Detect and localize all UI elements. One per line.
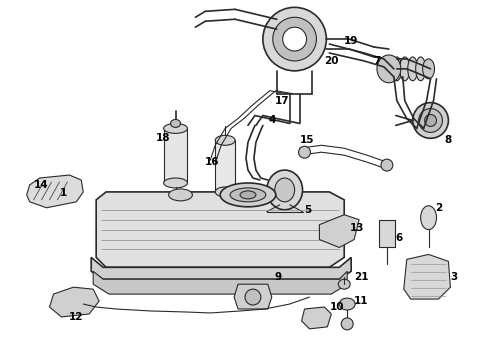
Ellipse shape bbox=[171, 120, 180, 127]
Bar bbox=[215, 140, 235, 192]
Ellipse shape bbox=[298, 146, 311, 158]
Polygon shape bbox=[319, 215, 359, 247]
Ellipse shape bbox=[408, 57, 417, 81]
Ellipse shape bbox=[339, 298, 355, 310]
Ellipse shape bbox=[263, 7, 326, 71]
Ellipse shape bbox=[164, 123, 188, 133]
Polygon shape bbox=[26, 175, 83, 208]
Ellipse shape bbox=[220, 183, 276, 207]
Ellipse shape bbox=[273, 17, 317, 61]
Polygon shape bbox=[49, 287, 99, 317]
Ellipse shape bbox=[283, 27, 307, 51]
Polygon shape bbox=[91, 257, 351, 279]
Ellipse shape bbox=[230, 188, 266, 202]
Text: 16: 16 bbox=[205, 157, 220, 167]
Text: 9: 9 bbox=[274, 272, 281, 282]
Ellipse shape bbox=[245, 289, 261, 305]
Text: 11: 11 bbox=[354, 296, 368, 306]
Text: 20: 20 bbox=[324, 56, 339, 66]
Bar bbox=[379, 220, 395, 247]
Ellipse shape bbox=[275, 178, 294, 202]
Ellipse shape bbox=[422, 59, 435, 79]
Ellipse shape bbox=[392, 57, 402, 81]
Polygon shape bbox=[301, 307, 331, 329]
Text: 19: 19 bbox=[344, 36, 358, 46]
Ellipse shape bbox=[341, 318, 353, 330]
Ellipse shape bbox=[413, 103, 448, 138]
Text: 15: 15 bbox=[300, 135, 315, 145]
Ellipse shape bbox=[267, 170, 302, 210]
Polygon shape bbox=[234, 284, 272, 309]
Text: 4: 4 bbox=[268, 116, 275, 126]
Ellipse shape bbox=[420, 206, 437, 230]
Text: 6: 6 bbox=[395, 233, 402, 243]
Polygon shape bbox=[404, 255, 450, 299]
Ellipse shape bbox=[215, 187, 235, 197]
Ellipse shape bbox=[164, 178, 188, 188]
Text: 14: 14 bbox=[34, 180, 49, 190]
Ellipse shape bbox=[338, 279, 350, 289]
Ellipse shape bbox=[416, 57, 426, 81]
Text: 17: 17 bbox=[274, 96, 289, 105]
Text: 12: 12 bbox=[69, 312, 84, 322]
Ellipse shape bbox=[215, 135, 235, 145]
Bar bbox=[164, 129, 188, 183]
Ellipse shape bbox=[381, 159, 393, 171]
Text: 7: 7 bbox=[373, 56, 381, 66]
Ellipse shape bbox=[377, 55, 401, 83]
Text: 10: 10 bbox=[330, 302, 344, 312]
Text: 1: 1 bbox=[60, 188, 67, 198]
Text: 3: 3 bbox=[451, 272, 458, 282]
Ellipse shape bbox=[418, 109, 442, 132]
Ellipse shape bbox=[240, 191, 256, 199]
Text: 13: 13 bbox=[350, 222, 365, 233]
Text: 18: 18 bbox=[155, 133, 170, 143]
Text: 5: 5 bbox=[304, 205, 311, 215]
Text: 21: 21 bbox=[354, 272, 368, 282]
Polygon shape bbox=[93, 271, 347, 294]
Ellipse shape bbox=[425, 114, 437, 126]
Polygon shape bbox=[96, 192, 344, 267]
Text: 8: 8 bbox=[445, 135, 452, 145]
Ellipse shape bbox=[169, 189, 193, 201]
Ellipse shape bbox=[400, 57, 410, 81]
Text: 2: 2 bbox=[435, 203, 442, 213]
